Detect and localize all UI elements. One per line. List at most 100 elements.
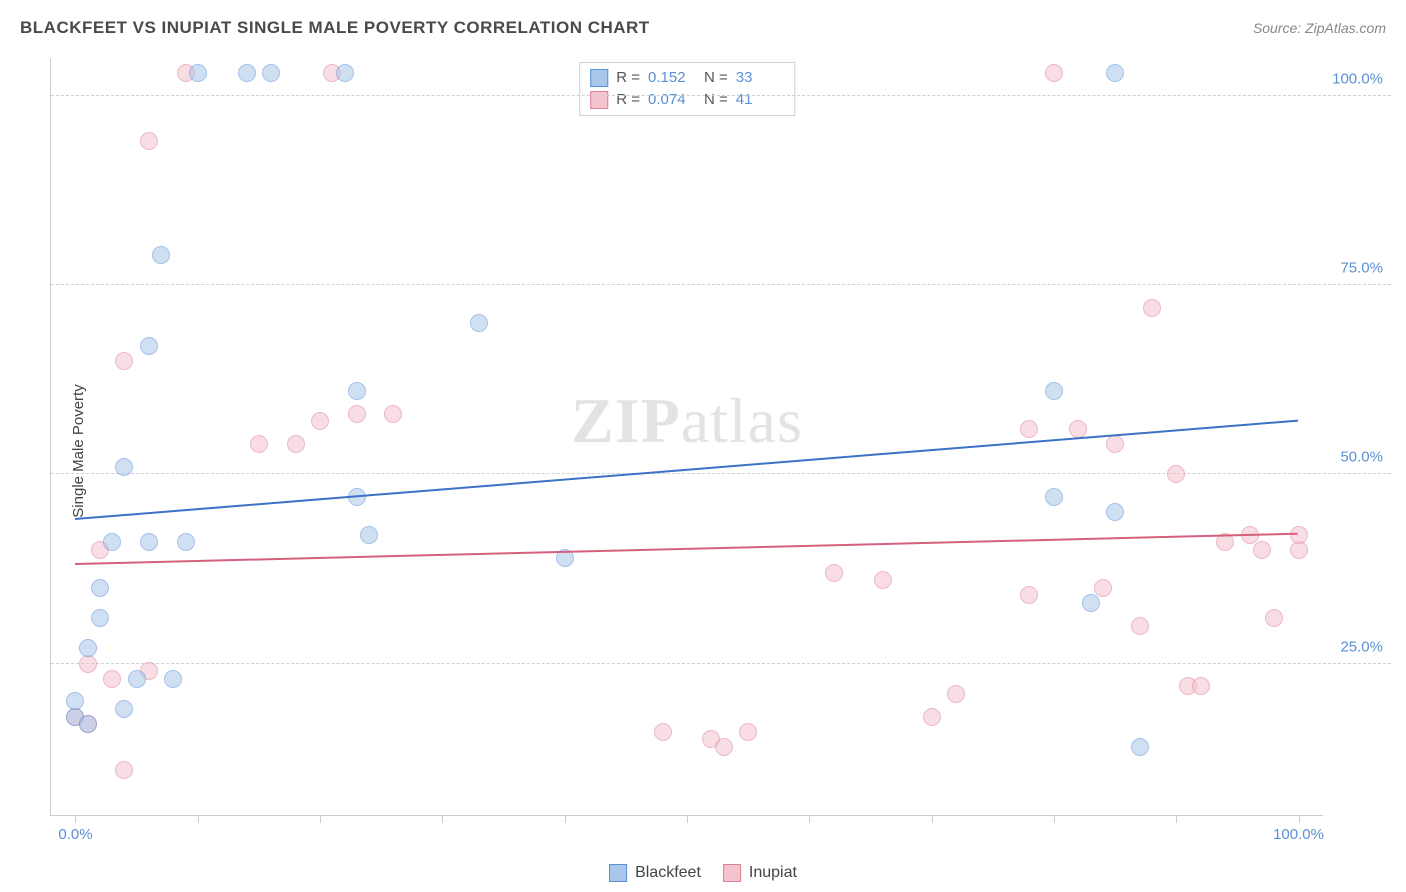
scatter-point	[1265, 609, 1283, 627]
stats-r-value: 0.152	[648, 67, 696, 89]
x-tick	[565, 815, 566, 823]
scatter-point	[238, 64, 256, 82]
bottom-legend-item: Blackfeet	[609, 864, 701, 882]
gridline-h	[51, 663, 1391, 664]
stats-n-value: 33	[736, 67, 784, 89]
source-label: Source: ZipAtlas.com	[1253, 20, 1386, 36]
scatter-point	[128, 670, 146, 688]
scatter-point	[164, 670, 182, 688]
stats-r-label: R =	[616, 67, 640, 89]
stats-legend-row: R = 0.152 N = 33	[590, 67, 784, 89]
scatter-point	[470, 314, 488, 332]
x-tick	[1299, 815, 1300, 823]
scatter-point	[115, 458, 133, 476]
scatter-point	[825, 564, 843, 582]
bottom-legend-item: Inupiat	[723, 864, 797, 882]
scatter-point	[654, 723, 672, 741]
scatter-point	[115, 352, 133, 370]
scatter-point	[115, 761, 133, 779]
watermark: ZIPatlas	[571, 384, 803, 458]
scatter-point	[384, 405, 402, 423]
chart-title: BLACKFEET VS INUPIAT SINGLE MALE POVERTY…	[20, 18, 650, 37]
scatter-point	[140, 533, 158, 551]
scatter-point	[1106, 435, 1124, 453]
x-tick	[932, 815, 933, 823]
bottom-legend: Blackfeet Inupiat	[609, 864, 797, 882]
scatter-point	[1045, 488, 1063, 506]
y-tick-label: 75.0%	[1340, 260, 1383, 277]
scatter-point	[79, 715, 97, 733]
legend-swatch	[609, 864, 627, 882]
scatter-point	[262, 64, 280, 82]
legend-swatch	[723, 864, 741, 882]
stats-legend-row: R = 0.074 N = 41	[590, 89, 784, 111]
scatter-point	[360, 526, 378, 544]
x-tick-label: 100.0%	[1273, 826, 1324, 843]
scatter-point	[1020, 586, 1038, 604]
scatter-point	[189, 64, 207, 82]
scatter-point	[140, 337, 158, 355]
stats-n-value: 41	[736, 89, 784, 111]
scatter-point	[1094, 579, 1112, 597]
scatter-point	[103, 670, 121, 688]
stats-r-label: R =	[616, 89, 640, 111]
scatter-point	[103, 533, 121, 551]
x-tick	[320, 815, 321, 823]
scatter-point	[115, 700, 133, 718]
scatter-point	[1069, 420, 1087, 438]
y-tick-label: 25.0%	[1340, 638, 1383, 655]
scatter-point	[66, 692, 84, 710]
scatter-point	[739, 723, 757, 741]
trend-line	[75, 533, 1298, 565]
scatter-point	[1253, 541, 1271, 559]
scatter-point	[1131, 738, 1149, 756]
scatter-point	[91, 609, 109, 627]
scatter-point	[348, 382, 366, 400]
stats-n-label: N =	[704, 67, 728, 89]
gridline-h	[51, 95, 1391, 96]
gridline-h	[51, 284, 1391, 285]
scatter-point	[287, 435, 305, 453]
x-tick	[809, 815, 810, 823]
scatter-point	[250, 435, 268, 453]
scatter-point	[715, 738, 733, 756]
scatter-point	[1045, 64, 1063, 82]
scatter-point	[1106, 503, 1124, 521]
plot-wrapper: Single Male Poverty ZIPatlas R =0.152N =…	[50, 58, 1391, 844]
x-tick	[442, 815, 443, 823]
scatter-point	[1082, 594, 1100, 612]
legend-swatch	[590, 91, 608, 109]
x-tick-label: 0.0%	[58, 826, 92, 843]
scatter-point	[348, 405, 366, 423]
scatter-point	[140, 132, 158, 150]
x-tick	[1054, 815, 1055, 823]
plot-area: ZIPatlas R =0.152N =33R =0.074N =41 25.0…	[50, 58, 1323, 816]
y-tick-label: 100.0%	[1332, 70, 1383, 87]
legend-swatch	[590, 69, 608, 87]
scatter-point	[91, 579, 109, 597]
scatter-point	[177, 533, 195, 551]
scatter-point	[1020, 420, 1038, 438]
scatter-point	[1106, 64, 1124, 82]
scatter-point	[336, 64, 354, 82]
x-tick	[1176, 815, 1177, 823]
scatter-point	[1192, 677, 1210, 695]
legend-label: Blackfeet	[635, 864, 701, 882]
scatter-point	[1290, 526, 1308, 544]
scatter-point	[874, 571, 892, 589]
gridline-h	[51, 473, 1391, 474]
scatter-point	[1167, 465, 1185, 483]
scatter-point	[79, 639, 97, 657]
scatter-point	[152, 246, 170, 264]
scatter-point	[923, 708, 941, 726]
scatter-point	[1131, 617, 1149, 635]
x-tick	[687, 815, 688, 823]
x-tick	[198, 815, 199, 823]
stats-r-value: 0.074	[648, 89, 696, 111]
stats-legend: R = 0.152 N = 33 R = 0.074 N = 41	[579, 62, 795, 116]
scatter-point	[1045, 382, 1063, 400]
y-tick-label: 50.0%	[1340, 449, 1383, 466]
stats-n-label: N =	[704, 89, 728, 111]
legend-label: Inupiat	[749, 864, 797, 882]
scatter-point	[947, 685, 965, 703]
